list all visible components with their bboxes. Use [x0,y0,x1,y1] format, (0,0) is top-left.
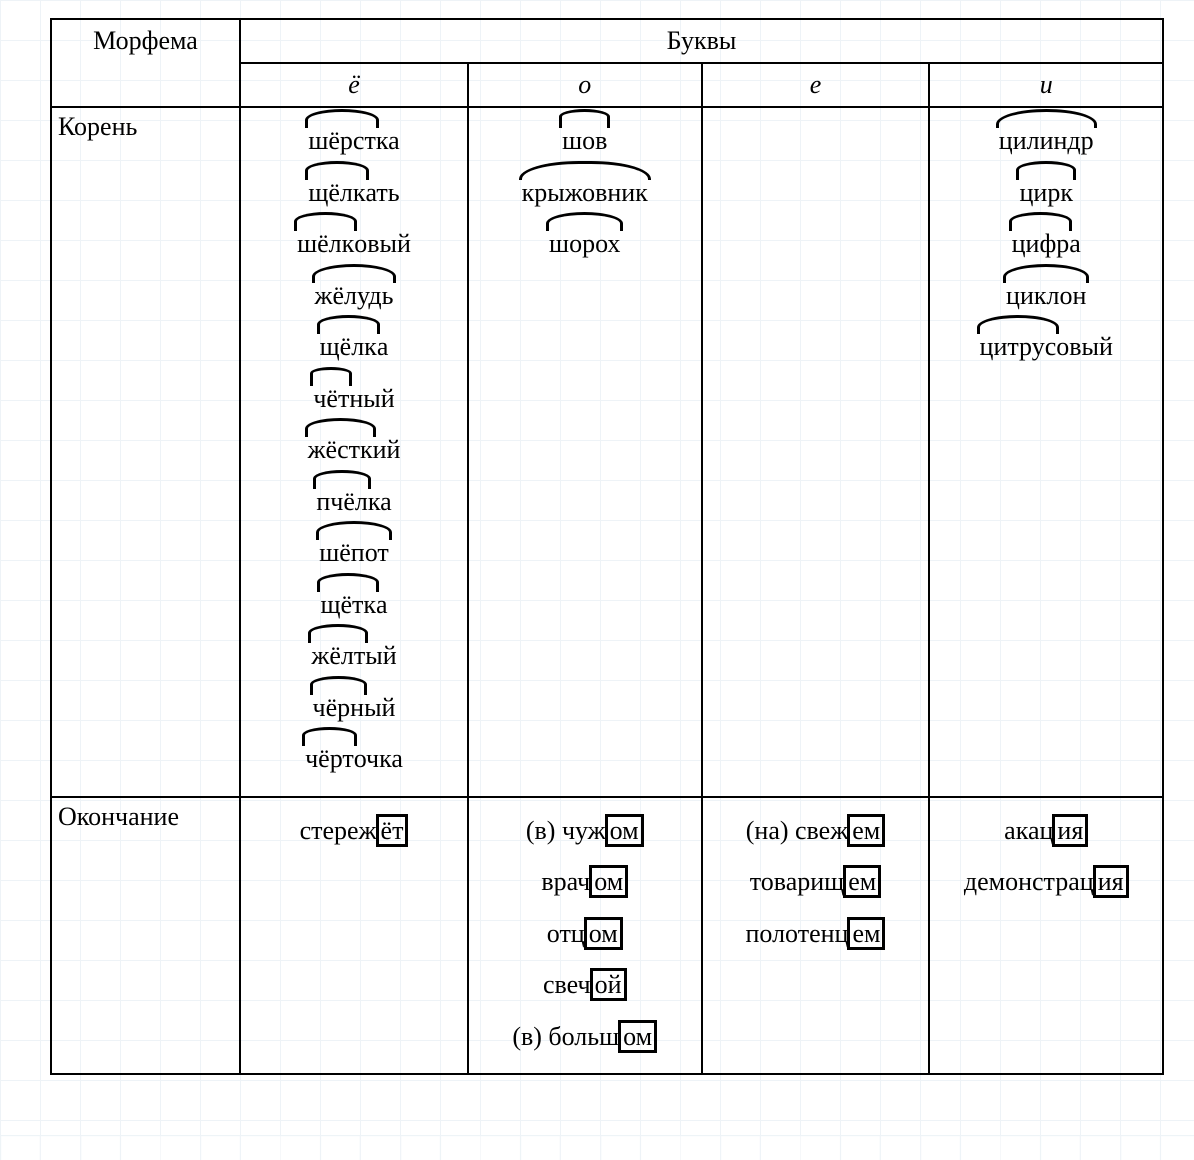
ending-mark: ем [847,917,885,950]
word: цилиндр [936,118,1156,164]
ending-mark: ем [843,865,881,898]
word: акация [936,808,1156,854]
ending-mark: ия [1052,814,1088,847]
word: чёрточка [247,736,461,782]
row-label: Окончание [51,797,240,1075]
root-mark: крыжовник [522,170,648,216]
header-col-0: ё [240,63,468,107]
word: цирк [936,170,1156,216]
page: Морфема Буквы ё о е и Кореньшёрсткащёлка… [0,0,1194,1135]
table-cell: цилиндр цирк цифра циклон цитрусовый [929,107,1163,797]
root-mark: щёлк [320,324,377,370]
root-mark: шёлк [297,221,354,267]
word: чётный [247,376,461,422]
root-mark: чёрт [305,736,354,782]
root-mark: щётк [320,582,376,628]
ending-mark: ем [847,814,885,847]
table-cell: стережёт [240,797,468,1075]
word: (в) большом [475,1014,695,1060]
root-mark: жёлт [311,633,365,679]
word: товарищем [709,859,923,905]
root-mark: жёлудь [315,273,394,319]
root-mark: цилиндр [999,118,1094,164]
word: жёлудь [247,273,461,319]
word: (в) чужом [475,808,695,854]
root-mark: жёстк [308,427,373,473]
word: шорох [475,221,695,267]
root-mark: чёрн [313,685,365,731]
root-mark: цирк [1019,170,1072,216]
word: пчёлка [247,479,461,525]
root-mark: цитрус [980,324,1057,370]
ending-mark: ом [605,814,644,847]
header-letters: Буквы [240,19,1163,63]
ending-mark: ия [1093,865,1129,898]
table-row: Кореньшёрстка щёлкать шёлковый жёлудь щёлка ч… [51,107,1163,797]
header-col-1: о [468,63,702,107]
header-col-3: и [929,63,1163,107]
word: стережёт [247,808,461,854]
header-morpheme: Морфема [51,19,240,107]
word: (на) свежем [709,808,923,854]
table-cell [702,107,930,797]
word: цифра [936,221,1156,267]
ending-mark: ёт [376,814,409,847]
table-cell: шёрстка щёлкать шёлковый жёлудь щёлка чётный ж… [240,107,468,797]
root-mark: шорох [549,221,620,267]
word: жёсткий [247,427,461,473]
table-cell: акация демонстрация [929,797,1163,1075]
root-mark: шёпот [319,530,389,576]
morpheme-table: Морфема Буквы ё о е и Кореньшёрсткащёлка… [50,18,1164,1075]
word: щётка [247,582,461,628]
header-row-1: Морфема Буквы [51,19,1163,63]
ending-mark: ой [590,968,627,1001]
root-mark: чёт [313,376,349,422]
word: полотенцем [709,911,923,957]
table-body: Кореньшёрстка щёлкать шёлковый жёлудь щёлка ч… [51,107,1163,1074]
word: свечой [475,962,695,1008]
ending-mark: ом [584,917,623,950]
word: цитрусовый [936,324,1156,370]
word: шёрстка [247,118,461,164]
word: врачом [475,859,695,905]
root-mark: пчёл [316,479,368,525]
root-mark: циклон [1006,273,1086,319]
word: шёпот [247,530,461,576]
root-mark: шов [562,118,607,164]
ending-mark: ом [589,865,628,898]
table-cell: шов крыжовник шорох [468,107,702,797]
table-head: Морфема Буквы ё о е и [51,19,1163,107]
table-cell: (на) свежем товарищем полотенцем [702,797,930,1075]
root-mark: щёлк [308,170,365,216]
word: циклон [936,273,1156,319]
word: крыжовник [475,170,695,216]
word: шов [475,118,695,164]
word: чёрный [247,685,461,731]
table-cell: (в) чужом врачом отцом свечой (в) большом [468,797,702,1075]
word: шёлковый [247,221,461,267]
table-row: Окончаниестережёт (в) чужом врачом отцом све… [51,797,1163,1075]
word: щёлка [247,324,461,370]
ending-mark: ом [618,1020,657,1053]
root-mark: цифр [1012,221,1070,267]
row-label: Корень [51,107,240,797]
word: отцом [475,911,695,957]
word: жёлтый [247,633,461,679]
root-mark: шёрст [308,118,375,164]
word: щёлкать [247,170,461,216]
word: демонстрация [936,859,1156,905]
header-col-2: е [702,63,930,107]
